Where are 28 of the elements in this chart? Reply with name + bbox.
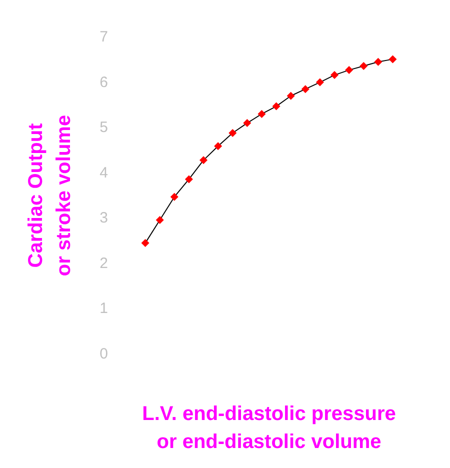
point xyxy=(330,71,338,80)
point xyxy=(228,129,237,138)
point xyxy=(316,78,324,86)
y-tick-label: 4 xyxy=(100,164,108,182)
y-tick-label: 3 xyxy=(100,210,108,227)
point xyxy=(286,92,295,100)
point xyxy=(156,216,164,224)
point xyxy=(258,110,266,118)
point xyxy=(200,156,208,164)
y-tick-label: 6 xyxy=(100,74,108,91)
point xyxy=(170,192,178,201)
point xyxy=(345,66,354,74)
y-tick-label: 7 xyxy=(100,28,108,46)
point xyxy=(141,239,150,248)
y-axis-title: Cardiac Output or stroke volume xyxy=(25,114,75,276)
x-axis-title: L.V. end-diastolic pressure or end-diastolic volume xyxy=(142,403,396,453)
point xyxy=(184,175,193,184)
point xyxy=(301,85,310,94)
y-tick-label: 5 xyxy=(100,119,108,136)
y-tick-label: 0 xyxy=(100,346,108,362)
point xyxy=(388,55,397,64)
point xyxy=(374,58,382,66)
point xyxy=(243,119,252,128)
y-tick-label: 2 xyxy=(100,254,108,272)
point xyxy=(214,142,222,150)
point xyxy=(272,102,280,110)
y-tick-label: 1 xyxy=(100,300,108,318)
point xyxy=(360,62,368,70)
